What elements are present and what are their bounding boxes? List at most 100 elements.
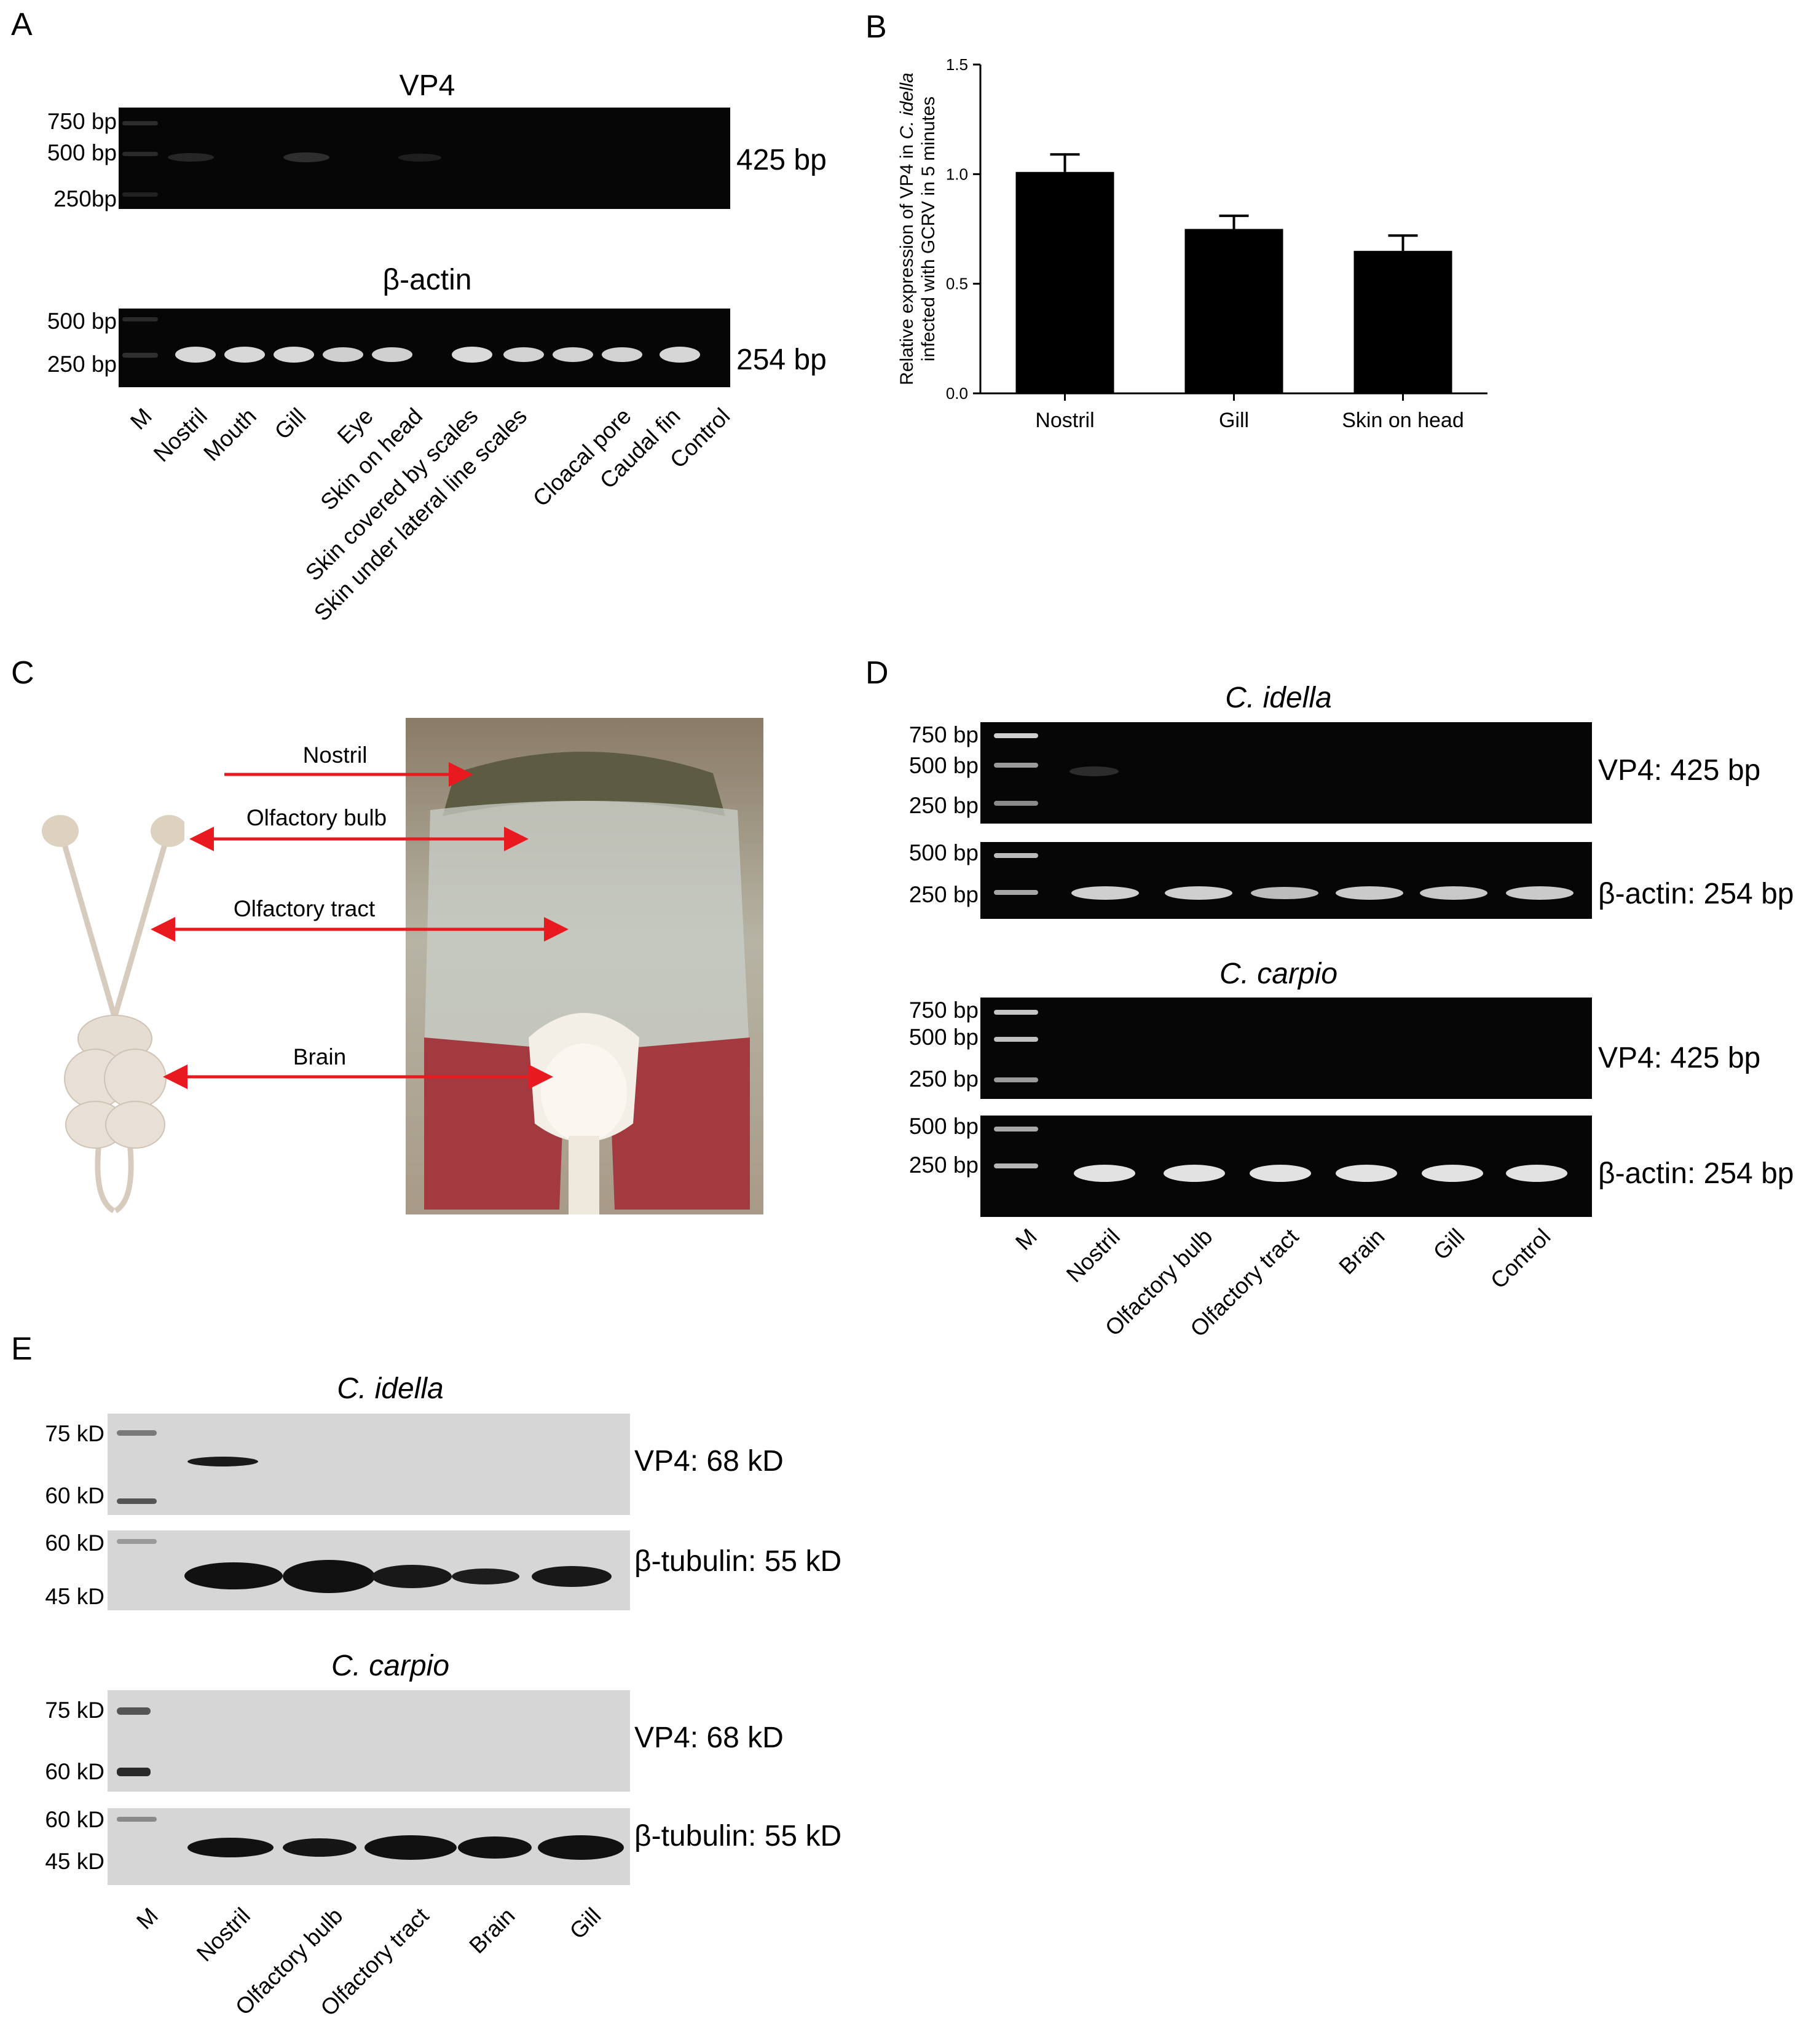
actin-band (274, 347, 314, 363)
lane-label: Gill (564, 1903, 606, 1944)
lane-label: Nostril (192, 1903, 256, 1967)
tubulin-size-label: β-tubulin: 55 kD (634, 1545, 842, 1578)
actin-band (602, 347, 642, 362)
vp4-gel-d1 (980, 722, 1592, 824)
y-tick-label: 1.0 (946, 165, 968, 183)
vp4-size-label: VP4: 68 kD (634, 1445, 784, 1478)
vp4-gel-a (119, 108, 730, 209)
vp4-gel-title: VP4 (399, 69, 455, 102)
tubulin-band (452, 1568, 519, 1584)
actin-gel-d1 (980, 842, 1592, 919)
vp4-band (283, 152, 329, 162)
annotation-arrows (151, 762, 569, 1089)
marker-label: 75 kD (45, 1698, 104, 1723)
actin-band (1071, 886, 1139, 900)
marker-label: 750 bp (47, 109, 117, 134)
actin-gel-a (119, 309, 730, 387)
tubulin-band (184, 1562, 283, 1589)
panel-label-b: B (865, 9, 887, 45)
ladder-band (117, 1539, 157, 1544)
tubulin-blot-e2 (108, 1808, 630, 1885)
marker-label: 60 kD (45, 1807, 104, 1832)
actin-band (1074, 1165, 1135, 1182)
lane-label: Gill (269, 403, 311, 444)
y-tick-label: 0.5 (946, 275, 968, 293)
marker-label: 45 kD (45, 1584, 104, 1609)
marker-label: 75 kD (45, 1421, 104, 1446)
tubulin-band (458, 1836, 532, 1859)
marker-label: 60 kD (45, 1530, 104, 1556)
marker-label: 750 bp (908, 722, 979, 747)
lane-label: Nostril (149, 403, 213, 467)
tubulin-band (283, 1560, 375, 1593)
tubulin-band (283, 1838, 357, 1857)
y-axis-label: Relative expression of VP4 in C. idella (897, 73, 917, 385)
marker-label: 500 bp (47, 309, 117, 334)
ladder-band (122, 192, 158, 197)
actin-band (660, 347, 700, 363)
arrow-label-nostril: Nostril (302, 742, 368, 768)
ladder-band (994, 853, 1038, 858)
arrow-label-olfactory-tract: Olfactory tract (233, 896, 376, 921)
marker-label: 45 kD (45, 1849, 104, 1874)
marker-label: 250 bp (47, 352, 117, 377)
y-tick-label: 1.5 (946, 55, 968, 74)
panel-label-d: D (865, 655, 889, 691)
ladder-band (117, 1768, 151, 1776)
actin-gel-d2 (980, 1116, 1592, 1217)
olfactory-schematic (42, 815, 184, 1213)
actin-band (1506, 1165, 1567, 1182)
lane-label: Nostril (1062, 1224, 1125, 1288)
tubulin-band (538, 1835, 624, 1860)
ladder-band (122, 353, 158, 358)
bar (1184, 229, 1283, 393)
actin-band (1422, 1165, 1483, 1182)
actin-band (1336, 1165, 1397, 1182)
vp4-blot-e1 (108, 1414, 630, 1515)
panel-label-a: A (11, 7, 33, 42)
actin-band (452, 347, 492, 363)
ladder-band (117, 1498, 157, 1504)
marker-label: 250 bp (908, 1152, 979, 1178)
ladder-band (994, 890, 1038, 895)
lane-label: M (125, 403, 157, 435)
x-tick-label: Gill (1219, 409, 1249, 432)
vp4-size-label: 425 bp (736, 144, 827, 176)
lane-label: M (1010, 1224, 1042, 1255)
ladder-band (117, 1430, 157, 1436)
actin-band (1165, 886, 1232, 900)
arrow-label-olfactory-bulb: Olfactory bulb (246, 805, 387, 830)
marker-label: 500 bp (47, 140, 117, 165)
vp4-gel-d2 (980, 998, 1592, 1099)
tubulin-blot-e1 (108, 1530, 630, 1610)
ladder-band (117, 1707, 151, 1715)
ladder-band (122, 121, 158, 125)
ladder-band (994, 1010, 1038, 1015)
ladder-band (994, 1077, 1038, 1082)
lane-label: Brain (464, 1903, 520, 1959)
ladder-band (122, 152, 158, 156)
lane-label: Brain (1334, 1224, 1390, 1280)
lane-label: M (132, 1903, 163, 1934)
actin-band (175, 347, 216, 363)
vp4-band (168, 153, 214, 162)
vp4-size-label: VP4: 425 bp (1598, 754, 1761, 787)
vp4-size-label: VP4: 68 kD (634, 1722, 784, 1754)
panel-label-e: E (11, 1331, 33, 1367)
actin-band (224, 347, 265, 363)
y-axis-label: infected with GCRV in 5 minutes (918, 96, 939, 361)
vp4-band (1070, 766, 1119, 776)
actin-band (503, 347, 544, 362)
marker-label: 250 bp (908, 793, 979, 818)
marker-label: 60 kD (45, 1483, 104, 1508)
marker-label: 250 bp (908, 882, 979, 907)
actin-band (1506, 886, 1574, 900)
ladder-band (994, 1127, 1038, 1132)
ladder-band (117, 1817, 157, 1822)
arrow-label-brain: Brain (293, 1044, 347, 1069)
actin-band (553, 347, 593, 362)
actin-size-label: β-actin: 254 bp (1598, 1157, 1794, 1190)
tubulin-band (187, 1838, 274, 1857)
marker-label: 500 bp (908, 1025, 979, 1050)
